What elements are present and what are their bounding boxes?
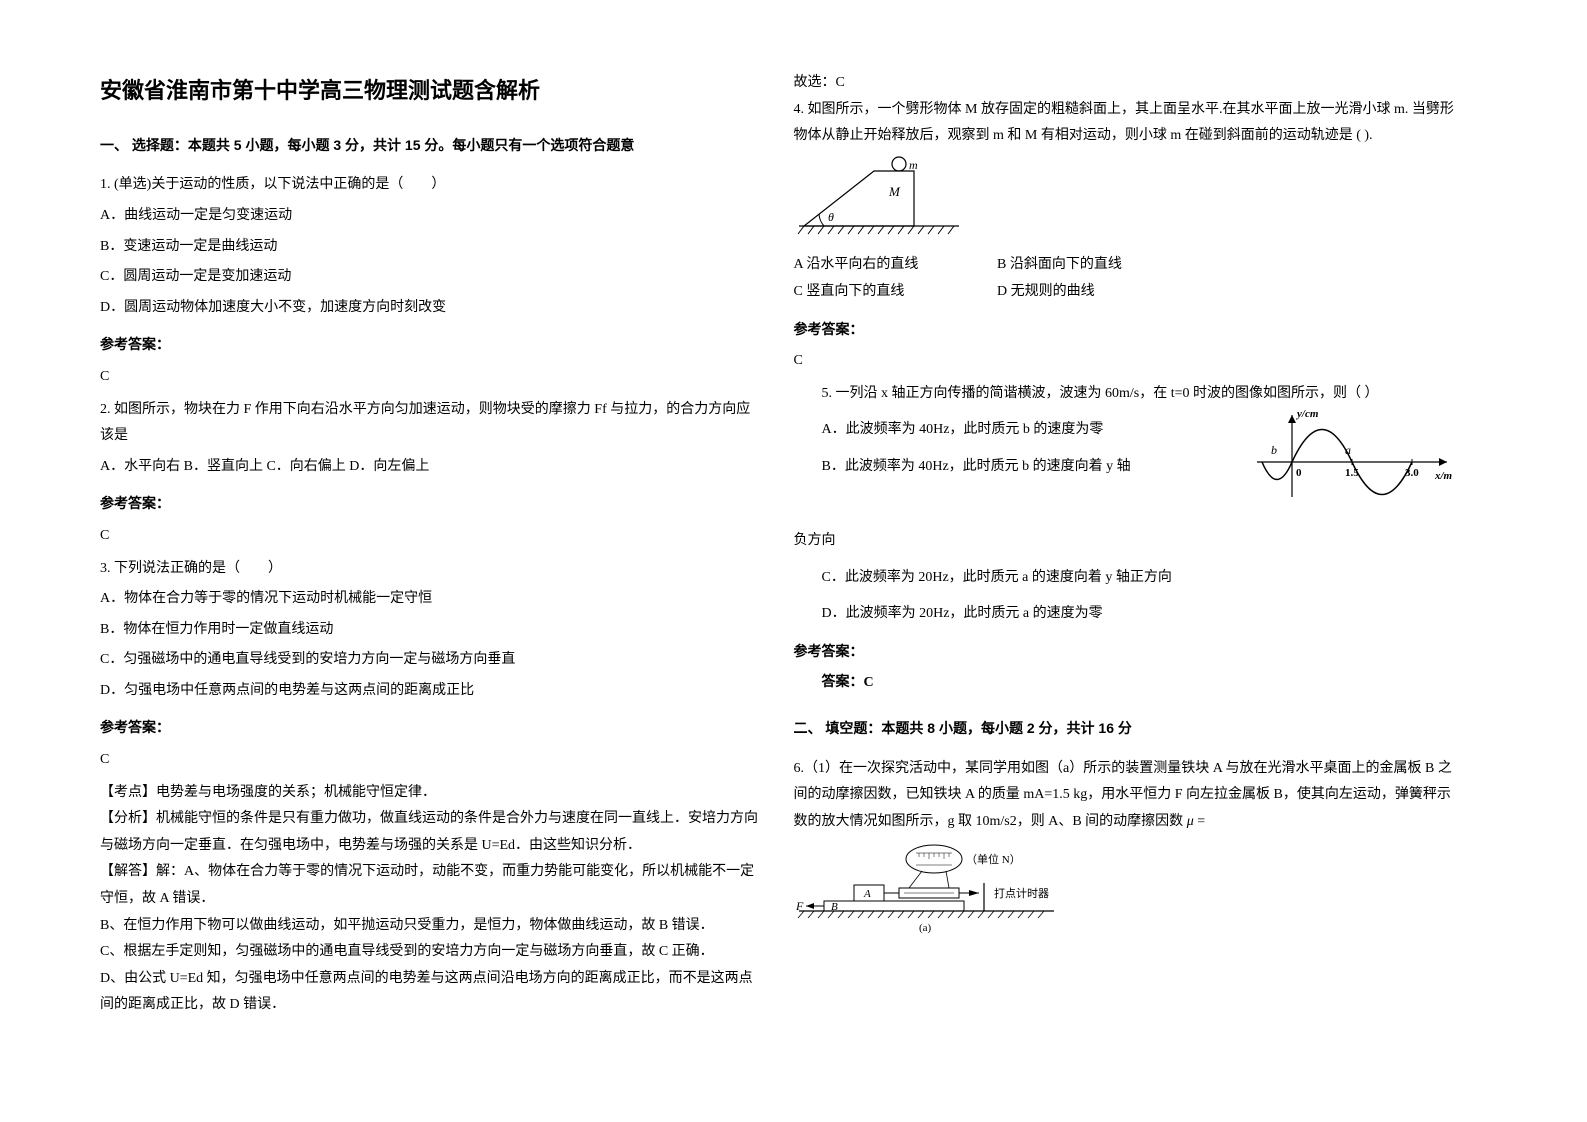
question-6: 6.（1）在一次探究活动中，某同学用如图（a）所示的装置测量铁块 A 与放在光滑… <box>794 756 1458 836</box>
q6-stem: 6.（1）在一次探究活动中，某同学用如图（a）所示的装置测量铁块 A 与放在光滑… <box>794 761 1452 829</box>
left-column: 安徽省淮南市第十中学高三物理测试题含解析 一、 选择题：本题共 5 小题，每小题… <box>100 70 794 1082</box>
q2-answer-label: 参考答案： <box>100 490 764 517</box>
wedge-label-theta: θ <box>828 210 834 224</box>
q4-opt-b: B 沿斜面向下的直线 <box>997 252 1122 279</box>
q1-answer: C <box>100 364 764 391</box>
q3-jieda1: 【解答】解：A、物体在合力等于零的情况下运动时，动能不变，而重力势能可能变化，所… <box>100 859 764 912</box>
q1-opt-b: B．变速运动一定是曲线运动 <box>100 234 764 261</box>
q4-answer-label: 参考答案： <box>794 316 1458 343</box>
q5-stem: 5. 一列沿 x 轴正方向传播的简谐横波，波速为 60m/s，在 t=0 时波的… <box>794 381 1458 408</box>
q4-opt-d: D 无规则的曲线 <box>997 279 1095 306</box>
q5-answer-label: 参考答案： <box>794 638 1458 665</box>
exp-label-b: B <box>831 901 838 913</box>
q3-jieda2: B、在恒力作用下物可以做曲线运动，如平抛运动只受重力，是恒力，物体做曲线运动，故… <box>100 913 764 940</box>
q3-opt-d: D．匀强电场中任意两点间的电势差与这两点间的距离成正比 <box>100 678 764 705</box>
q5-opt-c: C．此波频率为 20Hz，此时质元 a 的速度向着 y 轴正方向 <box>794 565 1458 592</box>
wedge-label-big-m: M <box>888 184 901 199</box>
question-2: 2. 如图所示，物块在力 F 作用下向右沿水平方向匀加速运动，则物块受的摩擦力 … <box>100 397 764 481</box>
wave-diagram: y/cm x/m b a 0 1.5 3.0 <box>1247 407 1457 518</box>
exp-timer-label: 打点计时器 <box>994 886 1049 900</box>
q3-fenxi: 【分析】机械能守恒的条件是只有重力做功，做直线运动的条件是合外力与速度在同一直线… <box>100 806 764 859</box>
q1-opt-c: C．圆周运动一定是变加速运动 <box>100 264 764 291</box>
q3-opt-b: B．物体在恒力作用时一定做直线运动 <box>100 617 764 644</box>
wave-ylabel: y/cm <box>1295 408 1319 420</box>
q2-stem: 2. 如图所示，物块在力 F 作用下向右沿水平方向匀加速运动，则物块受的摩擦力 … <box>100 397 764 450</box>
q4-options: A 沿水平向右的直线 B 沿斜面向下的直线 C 竖直向下的直线 D 无规则的曲线 <box>794 252 1458 305</box>
q3-jieda4: D、由公式 U=Ed 知，匀强电场中任意两点间的电势差与这两点间沿电场方向的距离… <box>100 966 764 1019</box>
q3-opt-c: C．匀强磁场中的通电直导线受到的安培力方向一定与磁场方向垂直 <box>100 647 764 674</box>
q2-answer: C <box>100 523 764 550</box>
experiment-diagram: A F B <box>794 843 1458 949</box>
question-1: 1. (单选)关于运动的性质，以下说法中正确的是（ ） A．曲线运动一定是匀变速… <box>100 172 764 321</box>
wave-tick-30: 3.0 <box>1405 467 1419 479</box>
wave-tick-15: 1.5 <box>1345 467 1359 479</box>
wave-svg: y/cm x/m b a 0 1.5 3.0 <box>1247 407 1457 507</box>
q1-opt-d: D．圆周运动物体加速度大小不变，加速度方向时刻改变 <box>100 295 764 322</box>
q3-kaodian: 【考点】电势差与电场强度的关系；机械能守恒定律． <box>100 780 764 807</box>
wave-pt-a: a <box>1345 443 1351 457</box>
exp-unit-n: （单位 N） <box>966 852 1021 866</box>
q3-answer: C <box>100 747 764 774</box>
q4-stem: 4. 如图所示，一个劈形物体 M 放存固定的粗糙斜面上，其上面呈水平.在其水平面… <box>794 97 1458 150</box>
exp-label-f: F <box>795 899 804 913</box>
question-3: 3. 下列说法正确的是（ ） A．物体在合力等于零的情况下运动时机械能一定守恒 … <box>100 556 764 705</box>
q3-answer-label: 参考答案： <box>100 714 764 741</box>
wave-pt-b: b <box>1271 443 1277 457</box>
q6-equals: = <box>1197 814 1205 829</box>
q4-opt-a: A 沿水平向右的直线 <box>794 252 994 279</box>
wedge-diagram: m M θ <box>794 156 1458 247</box>
exp-label-a-sub: (a) <box>919 922 932 934</box>
q5-opt-d: D．此波频率为 20Hz，此时质元 a 的速度为零 <box>794 601 1458 628</box>
q3-guxuan: 故选：C <box>794 70 1458 97</box>
section-b-header: 二、 填空题：本题共 8 小题，每小题 2 分，共计 16 分 <box>794 715 1458 742</box>
q1-stem: 1. (单选)关于运动的性质，以下说法中正确的是（ ） <box>100 172 764 199</box>
q1-answer-label: 参考答案： <box>100 331 764 358</box>
wedge-label-m: m <box>909 158 918 172</box>
question-5: 5. 一列沿 x 轴正方向传播的简谐横波，波速为 60m/s，在 t=0 时波的… <box>794 381 1458 628</box>
q1-opt-a: A．曲线运动一定是匀变速运动 <box>100 203 764 230</box>
q3-opt-a: A．物体在合力等于零的情况下运动时机械能一定守恒 <box>100 586 764 613</box>
section-a-header: 一、 选择题：本题共 5 小题，每小题 3 分，共计 15 分。每小题只有一个选… <box>100 132 764 159</box>
wedge-svg: m M θ <box>794 156 964 236</box>
page-title: 安徽省淮南市第十中学高三物理测试题含解析 <box>100 70 764 112</box>
q5-opt-b-neg: 负方向 <box>794 528 1458 555</box>
question-4: 4. 如图所示，一个劈形物体 M 放存固定的粗糙斜面上，其上面呈水平.在其水平面… <box>794 97 1458 306</box>
q4-opt-c: C 竖直向下的直线 <box>794 279 994 306</box>
q2-options: A．水平向右 B．竖直向上 C．向右偏上 D．向左偏上 <box>100 454 764 481</box>
exp-svg: A F B <box>794 843 1094 938</box>
wave-xlabel: x/m <box>1434 470 1453 482</box>
q5-answer: 答案：C <box>794 670 1458 697</box>
q6-mu: μ <box>1187 814 1194 829</box>
q3-stem: 3. 下列说法正确的是（ ） <box>100 556 764 583</box>
wave-tick-0: 0 <box>1296 467 1302 479</box>
right-column: 故选：C 4. 如图所示，一个劈形物体 M 放存固定的粗糙斜面上，其上面呈水平.… <box>794 70 1488 1082</box>
q4-answer: C <box>794 348 1458 375</box>
exp-label-a: A <box>863 888 871 900</box>
q3-jieda3: C、根据左手定则知，匀强磁场中的通电直导线受到的安培力方向一定与磁场方向垂直，故… <box>100 939 764 966</box>
